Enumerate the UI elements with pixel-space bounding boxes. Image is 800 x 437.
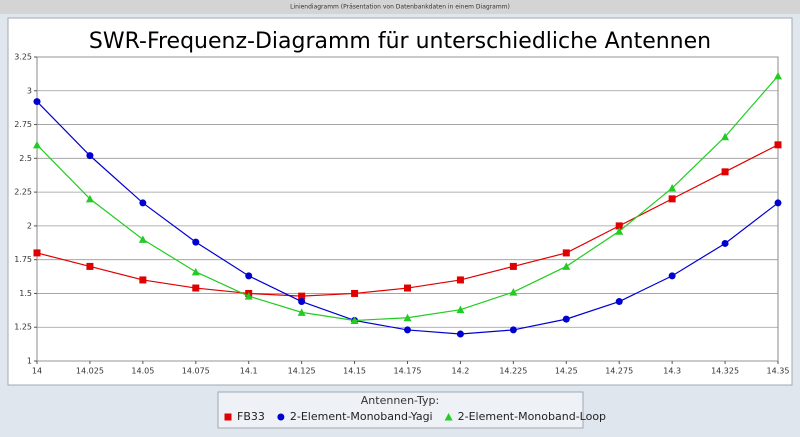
y-tick-label: 3.25 — [14, 53, 32, 62]
y-tick-label: 2 — [27, 221, 32, 230]
marker — [721, 132, 730, 141]
marker — [86, 262, 94, 270]
legend-title: Antennen-Typ: — [361, 394, 439, 407]
marker — [444, 413, 453, 421]
marker — [615, 222, 623, 230]
marker — [138, 235, 147, 243]
marker — [139, 199, 147, 207]
marker — [456, 276, 464, 284]
marker — [615, 227, 624, 235]
x-tick-label: 14.075 — [182, 367, 210, 376]
x-tick-label: 14.025 — [76, 367, 104, 376]
x-tick-label: 14.225 — [499, 367, 527, 376]
window-title: Liniendiagramm (Präsentation von Datenba… — [290, 4, 510, 11]
marker — [668, 184, 677, 192]
chart-title: SWR-Frequenz-Diagramm für unterschiedlic… — [89, 29, 711, 54]
legend-label: 2-Element-Monoband-Yagi — [290, 410, 433, 423]
marker — [404, 284, 411, 292]
marker — [224, 413, 232, 421]
x-tick-label: 14 — [32, 367, 42, 376]
marker — [562, 249, 570, 257]
y-tick-label: 2.75 — [14, 120, 32, 129]
marker — [509, 326, 517, 334]
marker — [509, 262, 517, 270]
x-tick-label: 14.1 — [240, 367, 258, 376]
marker — [404, 326, 411, 334]
marker — [403, 313, 412, 322]
marker — [668, 195, 676, 203]
marker — [615, 298, 623, 306]
x-tick-label: 14.175 — [394, 367, 422, 376]
x-tick-label: 14.125 — [288, 367, 316, 376]
legend-label: FB33 — [237, 410, 265, 423]
x-tick-label: 14.275 — [605, 367, 633, 376]
y-tick-label: 1 — [27, 357, 32, 366]
marker — [774, 71, 782, 80]
y-tick-label: 2.25 — [14, 188, 32, 197]
marker — [245, 272, 253, 280]
marker — [277, 413, 285, 421]
x-tick-label: 14.2 — [452, 367, 470, 376]
marker — [191, 267, 200, 276]
marker — [456, 305, 465, 314]
x-tick-label: 14.05 — [131, 367, 154, 376]
marker — [192, 284, 200, 292]
plot-area — [36, 56, 779, 362]
legend — [217, 391, 584, 429]
y-tick-label: 2.5 — [19, 154, 32, 163]
title-bar — [0, 0, 800, 14]
y-tick-label: 1.25 — [14, 323, 32, 332]
x-tick-label: 14.25 — [555, 367, 578, 376]
marker — [350, 316, 359, 324]
marker — [562, 315, 570, 323]
marker — [33, 140, 41, 149]
x-tick-label: 14.3 — [663, 367, 681, 376]
marker — [774, 141, 782, 149]
marker — [192, 238, 200, 246]
marker — [721, 168, 729, 176]
marker — [33, 98, 41, 106]
marker — [244, 292, 253, 300]
legend-label: 2-Element-Monoband-Loop — [458, 410, 606, 423]
marker — [351, 289, 359, 297]
y-tick-label: 3 — [27, 86, 32, 95]
marker — [298, 292, 306, 300]
x-tick-label: 14.325 — [711, 367, 739, 376]
marker — [86, 152, 94, 160]
x-tick-label: 14.35 — [767, 367, 790, 376]
marker — [774, 199, 782, 207]
marker — [139, 276, 147, 284]
x-tick-label: 14.15 — [343, 367, 366, 376]
marker — [509, 288, 518, 296]
marker — [85, 194, 94, 203]
y-tick-label: 1.5 — [19, 289, 32, 298]
marker — [562, 262, 571, 270]
marker — [297, 308, 306, 316]
marker — [721, 239, 729, 247]
marker — [298, 298, 306, 306]
marker — [668, 272, 676, 280]
marker — [33, 249, 41, 257]
y-tick-label: 1.75 — [14, 255, 32, 264]
marker — [456, 330, 464, 338]
